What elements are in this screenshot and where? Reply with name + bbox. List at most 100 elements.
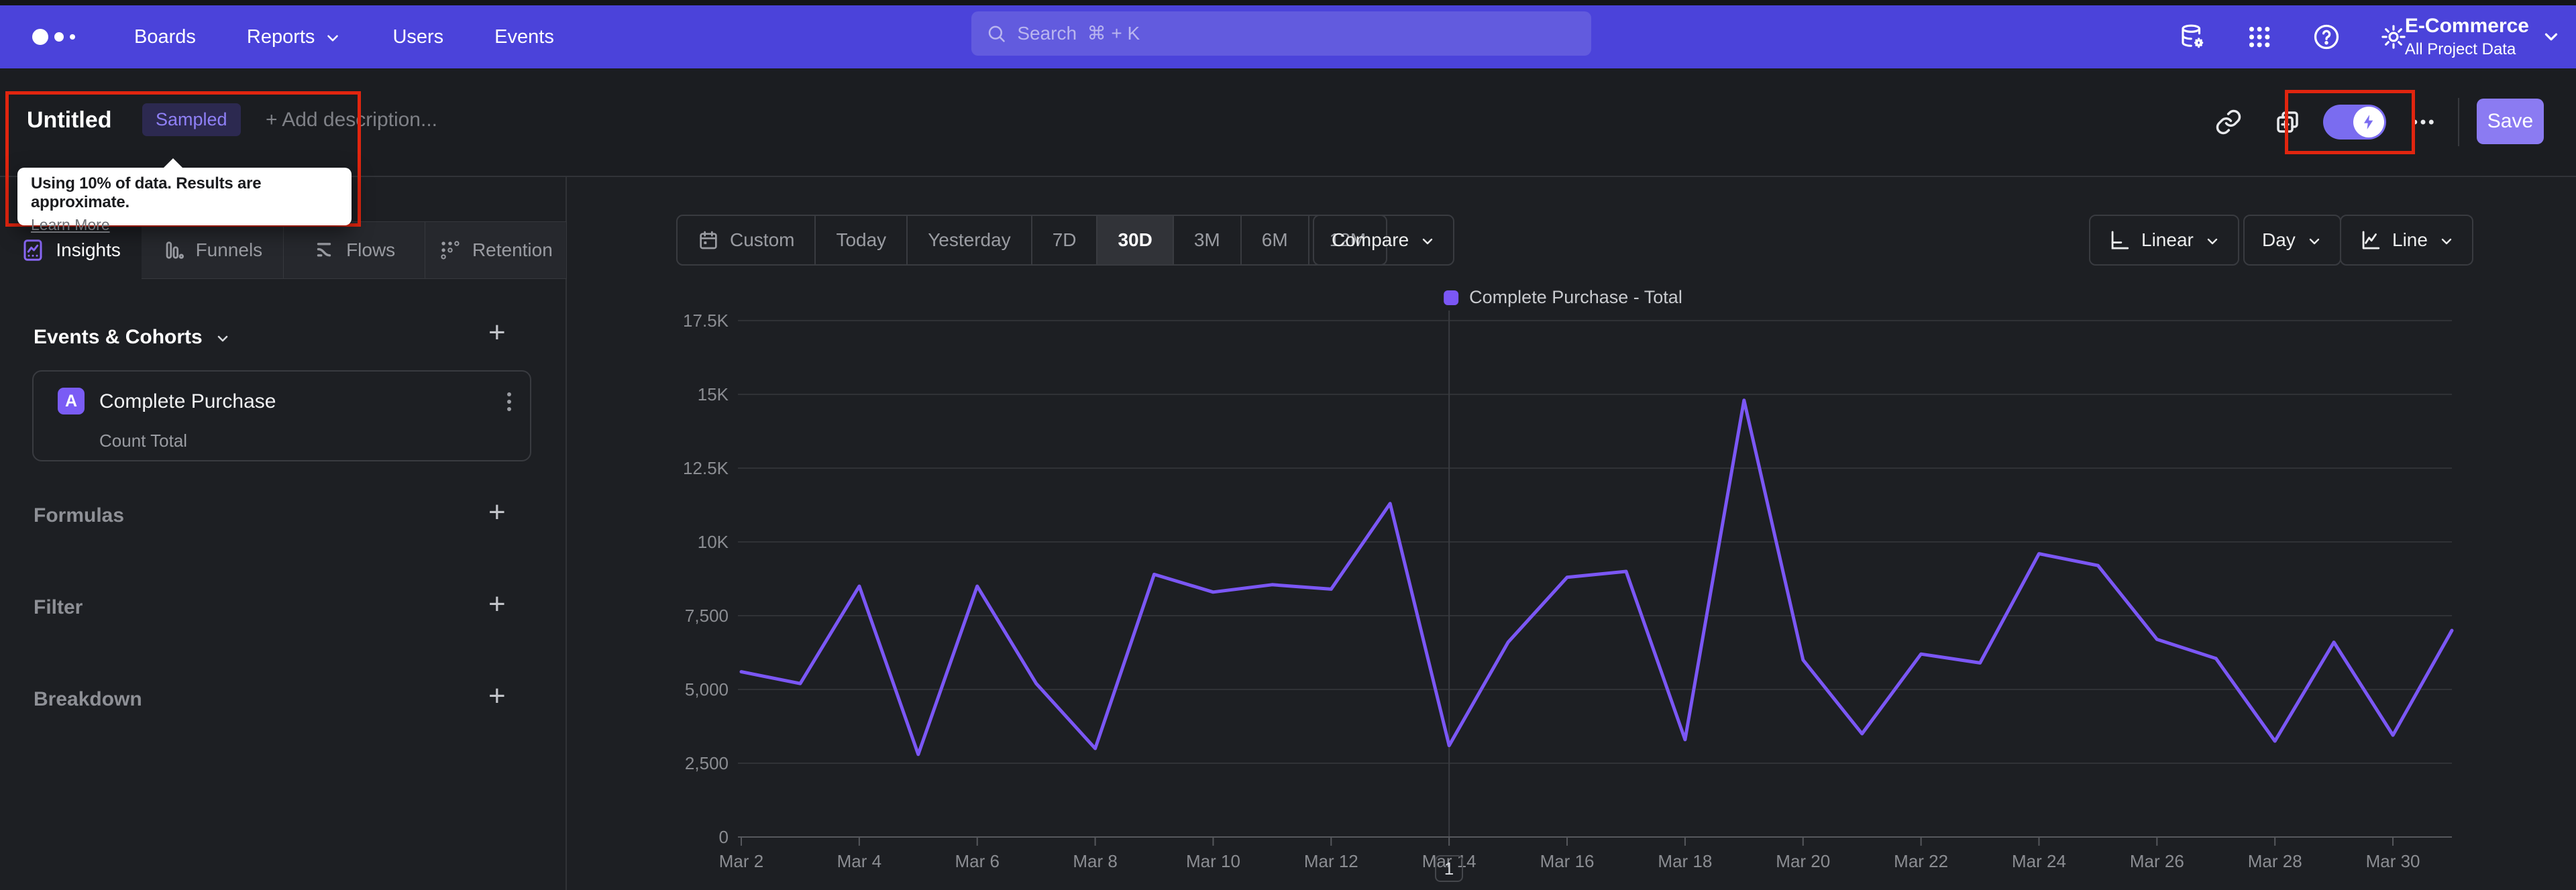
chevron-down-icon <box>217 335 228 342</box>
svg-text:Mar 22: Mar 22 <box>1894 851 1948 871</box>
nav-item-events[interactable]: Events <box>494 26 554 48</box>
linear-axis-icon <box>2111 231 2129 249</box>
pagination-page-1[interactable]: 1 <box>1435 855 1463 882</box>
breakdown-section: Breakdown + <box>0 681 567 719</box>
svg-text:Mar 14: Mar 14 <box>1422 851 1477 871</box>
range-label: Today <box>836 229 887 250</box>
svg-text:10K: 10K <box>698 532 729 552</box>
tab-retention[interactable]: Retention <box>425 221 567 279</box>
insights-icon <box>23 239 42 261</box>
range-label: Yesterday <box>928 229 1011 250</box>
funnels-icon <box>166 241 184 259</box>
chart-type-label: Line <box>2392 229 2428 250</box>
event-card[interactable]: A Complete Purchase Count Total <box>32 370 531 461</box>
compare-button[interactable]: Compare <box>1313 215 1455 266</box>
tab-label: Flows <box>346 239 396 260</box>
svg-text:2,500: 2,500 <box>685 753 729 773</box>
chevron-down-icon <box>1422 238 1433 245</box>
event-name[interactable]: Complete Purchase <box>99 390 276 412</box>
window-edge <box>0 0 2576 5</box>
project-switcher[interactable]: E-Commerce All Project Data <box>2405 5 2561 68</box>
nav-icon-bar <box>2178 5 2408 68</box>
legend-label: Complete Purchase - Total <box>1469 287 1682 307</box>
settings-gear-icon[interactable] <box>2379 22 2408 52</box>
data-management-icon[interactable] <box>2178 22 2207 52</box>
search-icon <box>988 25 1005 42</box>
apps-grid-icon[interactable] <box>2245 22 2274 52</box>
date-range-group: Custom Today Yesterday 7D 30D 3M 6M 12M <box>676 215 1388 266</box>
save-button[interactable]: Save <box>2477 99 2544 144</box>
range-30d[interactable]: 30D <box>1096 216 1173 264</box>
range-yesterday[interactable]: Yesterday <box>906 216 1031 264</box>
nav-item-label: Reports <box>246 25 315 48</box>
report-title-bar: Untitled Sampled + Add description... S <box>0 68 2576 177</box>
scale-label: Linear <box>2141 229 2194 250</box>
granularity-dropdown[interactable]: Day <box>2243 215 2341 266</box>
svg-text:Mar 12: Mar 12 <box>1304 851 1358 871</box>
learn-more-link[interactable]: Learn More <box>31 216 110 233</box>
range-custom[interactable]: Custom <box>678 216 814 264</box>
nav-item-label: Users <box>392 25 444 48</box>
nav-item-users[interactable]: Users <box>392 26 443 48</box>
project-name: All Project Data <box>2404 40 2516 58</box>
range-label: 6M <box>1261 229 1288 250</box>
tab-label: Funnels <box>195 239 263 260</box>
event-metric[interactable]: Count Total <box>99 431 188 451</box>
toggle-knob <box>2353 107 2384 137</box>
flows-icon <box>317 243 331 257</box>
range-label: 12M <box>1329 229 1366 250</box>
mixpanel-logo-icon[interactable] <box>32 29 106 45</box>
divider <box>2458 98 2459 146</box>
nav-item-label: Boards <box>134 25 196 48</box>
add-breakdown-button[interactable]: + <box>488 679 506 712</box>
report-title[interactable]: Untitled <box>27 107 112 133</box>
org-name: E-Commerce <box>2404 15 2529 38</box>
filter-label: Filter <box>34 596 83 618</box>
legend-item[interactable]: Complete Purchase - Total <box>1444 287 1682 308</box>
event-menu-icon[interactable] <box>507 389 511 414</box>
nav-item-reports[interactable]: Reports <box>247 26 342 48</box>
nav-item-boards[interactable]: Boards <box>134 26 196 48</box>
tab-label: Retention <box>472 239 553 260</box>
svg-text:5,000: 5,000 <box>685 679 729 700</box>
events-cohorts-label: Events & Cohorts <box>34 326 203 348</box>
chart-type-dropdown[interactable]: Line <box>2340 215 2473 266</box>
copy-link-icon[interactable] <box>2212 106 2245 138</box>
sampling-toggle[interactable] <box>2323 105 2386 140</box>
svg-text:Mar 18: Mar 18 <box>1658 851 1712 871</box>
scale-dropdown[interactable]: Linear <box>2089 215 2239 266</box>
duplicate-icon[interactable] <box>2271 106 2304 138</box>
help-icon[interactable] <box>2312 22 2341 52</box>
chevron-down-icon <box>2544 33 2558 41</box>
svg-text:Mar 8: Mar 8 <box>1073 851 1117 871</box>
svg-text:Mar 6: Mar 6 <box>955 851 999 871</box>
search-bar[interactable] <box>971 11 1591 56</box>
tab-label: Insights <box>56 239 121 260</box>
add-event-button[interactable]: + <box>488 316 506 349</box>
add-filter-button[interactable]: + <box>488 588 506 620</box>
svg-text:Mar 2: Mar 2 <box>719 851 763 871</box>
svg-text:17.5K: 17.5K <box>683 311 729 331</box>
line-chart-icon <box>2362 231 2380 249</box>
search-input[interactable] <box>1017 23 1576 44</box>
add-formula-button[interactable]: + <box>488 496 506 529</box>
line-chart: 0 2,500 5,000 7,500 10K 12.5K 15K 17.5K Mar 2 Mar… <box>683 311 2454 871</box>
range-6m[interactable]: 6M <box>1240 216 1308 264</box>
nav-item-label: Events <box>494 25 554 48</box>
sampled-badge[interactable]: Sampled <box>142 103 241 136</box>
retention-icon <box>441 241 460 260</box>
range-3m[interactable]: 3M <box>1172 216 1240 264</box>
range-7d[interactable]: 7D <box>1030 216 1097 264</box>
range-today[interactable]: Today <box>814 216 906 264</box>
chevron-down-icon <box>2207 238 2218 245</box>
more-options-icon[interactable] <box>2407 106 2439 138</box>
events-cohorts-header[interactable]: Events & Cohorts <box>34 326 231 349</box>
svg-text:Mar 10: Mar 10 <box>1186 851 1240 871</box>
tab-funnels[interactable]: Funnels <box>142 221 284 279</box>
tab-flows[interactable]: Flows <box>283 221 425 279</box>
range-12m[interactable]: 12M <box>1307 216 1386 264</box>
add-description[interactable]: + Add description... <box>266 109 437 131</box>
tab-insights[interactable]: Insights <box>0 221 142 279</box>
formulas-label: Formulas <box>34 504 125 526</box>
event-letter-badge: A <box>58 388 85 414</box>
